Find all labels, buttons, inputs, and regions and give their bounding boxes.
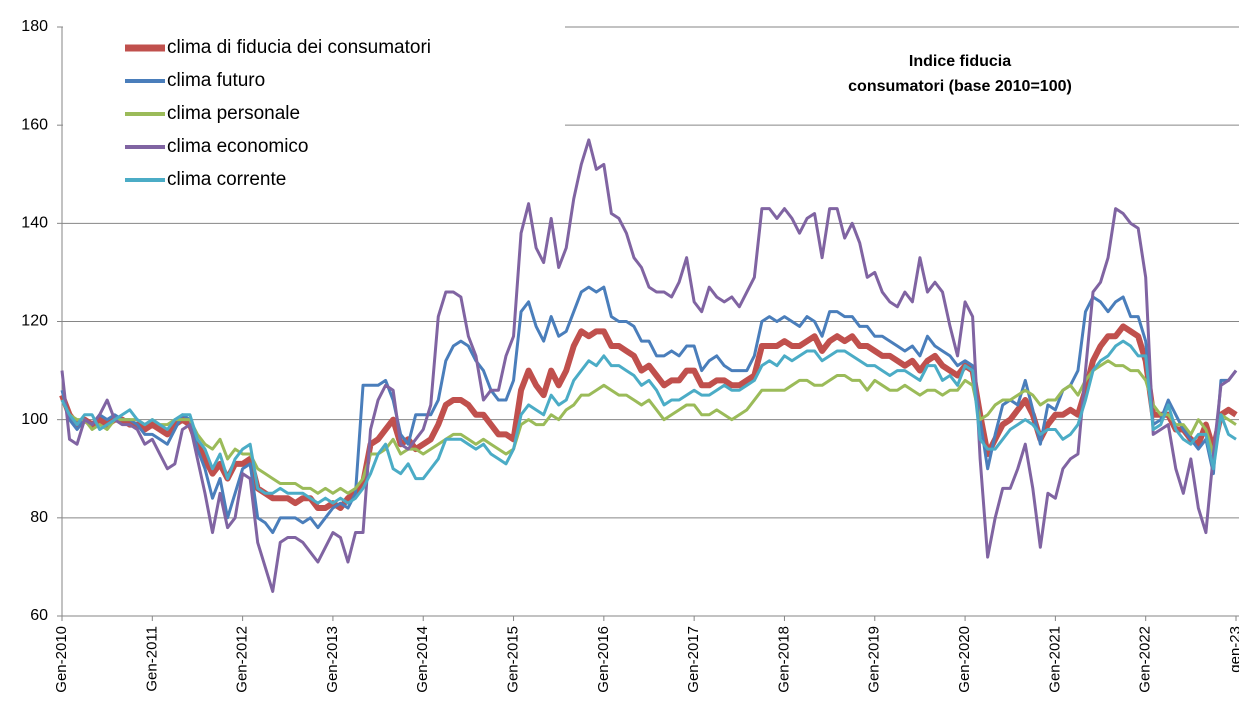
series-line: [60, 339, 1237, 505]
x-tick-label: Gen-2011: [143, 626, 160, 692]
y-tick-label: 100: [21, 411, 48, 428]
x-tick-label: Gen-2019: [866, 626, 883, 693]
x-tick-label: Gen-2010: [53, 626, 70, 693]
series-line: [60, 138, 1238, 593]
y-tick-label: 160: [21, 116, 48, 133]
y-tick-label: 140: [21, 215, 48, 232]
x-tick-label: Gen-2020: [956, 626, 973, 693]
x-tick-label: Gen-2016: [595, 626, 612, 693]
legend-label: clima futuro: [167, 70, 265, 91]
y-tick-label: 60: [30, 607, 48, 624]
y-tick-label: 80: [30, 509, 48, 526]
x-tick-label: Gen-2014: [414, 626, 431, 693]
x-tick-label: Gen-2013: [324, 626, 341, 693]
legend-label: clima corrente: [167, 169, 286, 190]
y-tick-label: 180: [21, 18, 48, 35]
legend-label: clima personale: [167, 103, 300, 124]
x-tick-label: Gen-2021: [1046, 626, 1063, 693]
series-line: [60, 285, 1238, 535]
legend-label: clima di fiducia dei consumatori: [167, 37, 431, 58]
x-tick-label: gen-23: [1227, 626, 1239, 673]
series-line: [60, 359, 1237, 495]
legend-label: clima economico: [167, 136, 309, 157]
x-tick-label: Gen-2022: [1137, 626, 1154, 693]
x-tick-label: Gen-2018: [775, 626, 792, 693]
y-tick-label: 120: [21, 313, 48, 330]
chart-title: Indice fiducia: [909, 53, 1011, 70]
chart-title: consumatori (base 2010=100): [848, 78, 1072, 95]
x-tick-label: Gen-2012: [234, 626, 251, 693]
x-tick-label: Gen-2015: [505, 626, 522, 693]
x-tick-label: Gen-2017: [685, 626, 702, 693]
